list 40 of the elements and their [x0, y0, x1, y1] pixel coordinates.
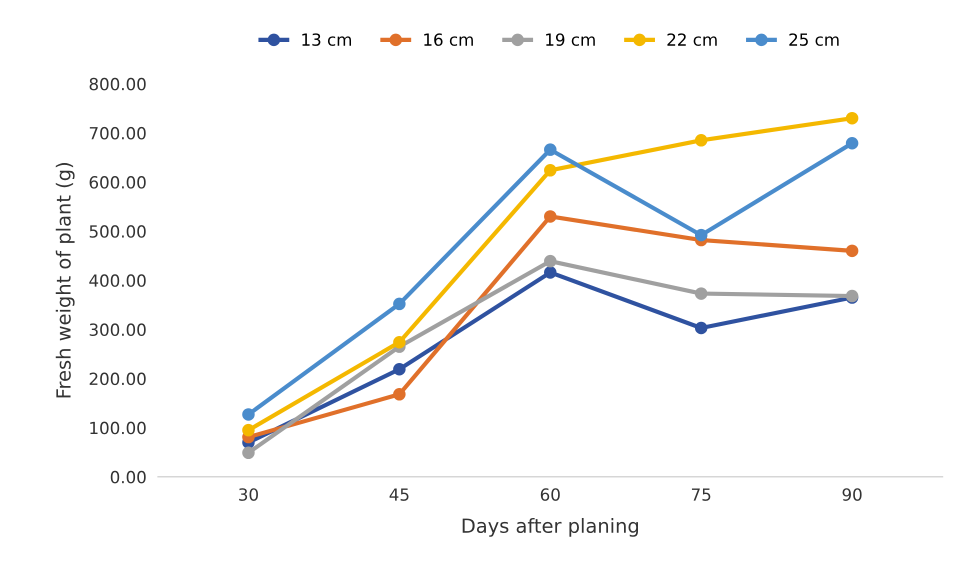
point — [544, 266, 557, 279]
legend-label: 16 cm — [424, 33, 473, 46]
point — [393, 388, 406, 401]
y-tick-label: 400.00 — [89, 274, 146, 287]
legend-label: 19 cm — [546, 33, 595, 46]
y-tick-label: 700.00 — [90, 126, 146, 140]
x-axis-title: Days after planing — [462, 518, 638, 537]
x-tick-label: 60 — [540, 488, 560, 501]
point — [694, 322, 708, 334]
y-tick-label: 0.00 — [110, 470, 146, 484]
point — [694, 228, 708, 242]
y-tick-label: 300.00 — [90, 323, 146, 336]
y-tick-label: 800.00 — [90, 78, 146, 90]
point — [544, 254, 557, 268]
point — [846, 244, 858, 258]
point — [393, 298, 406, 310]
y-axis-title: Fresh weight of plant (g) — [56, 163, 75, 398]
y-tick-label: 500.00 — [90, 225, 146, 238]
point — [393, 336, 406, 348]
point — [242, 408, 255, 421]
x-tick-label: 90 — [842, 488, 862, 501]
point — [544, 143, 557, 156]
point — [846, 137, 858, 150]
legend-label: 13 cm — [302, 33, 352, 46]
x-tick-label: 75 — [692, 488, 710, 501]
legend-label: 22 cm — [667, 33, 717, 46]
point — [544, 164, 557, 177]
point — [694, 134, 708, 147]
x-tick-label: 30 — [239, 488, 258, 501]
point — [242, 424, 255, 436]
point — [846, 112, 858, 124]
point — [393, 363, 406, 376]
point — [694, 287, 708, 300]
point — [544, 210, 557, 223]
y-tick-label: 100.00 — [90, 422, 146, 434]
legend-label: 25 cm — [789, 33, 839, 46]
y-tick-label: 200.00 — [90, 372, 146, 386]
point — [242, 446, 255, 460]
x-tick-label: 45 — [390, 488, 409, 501]
y-tick-label: 600.00 — [90, 176, 146, 189]
